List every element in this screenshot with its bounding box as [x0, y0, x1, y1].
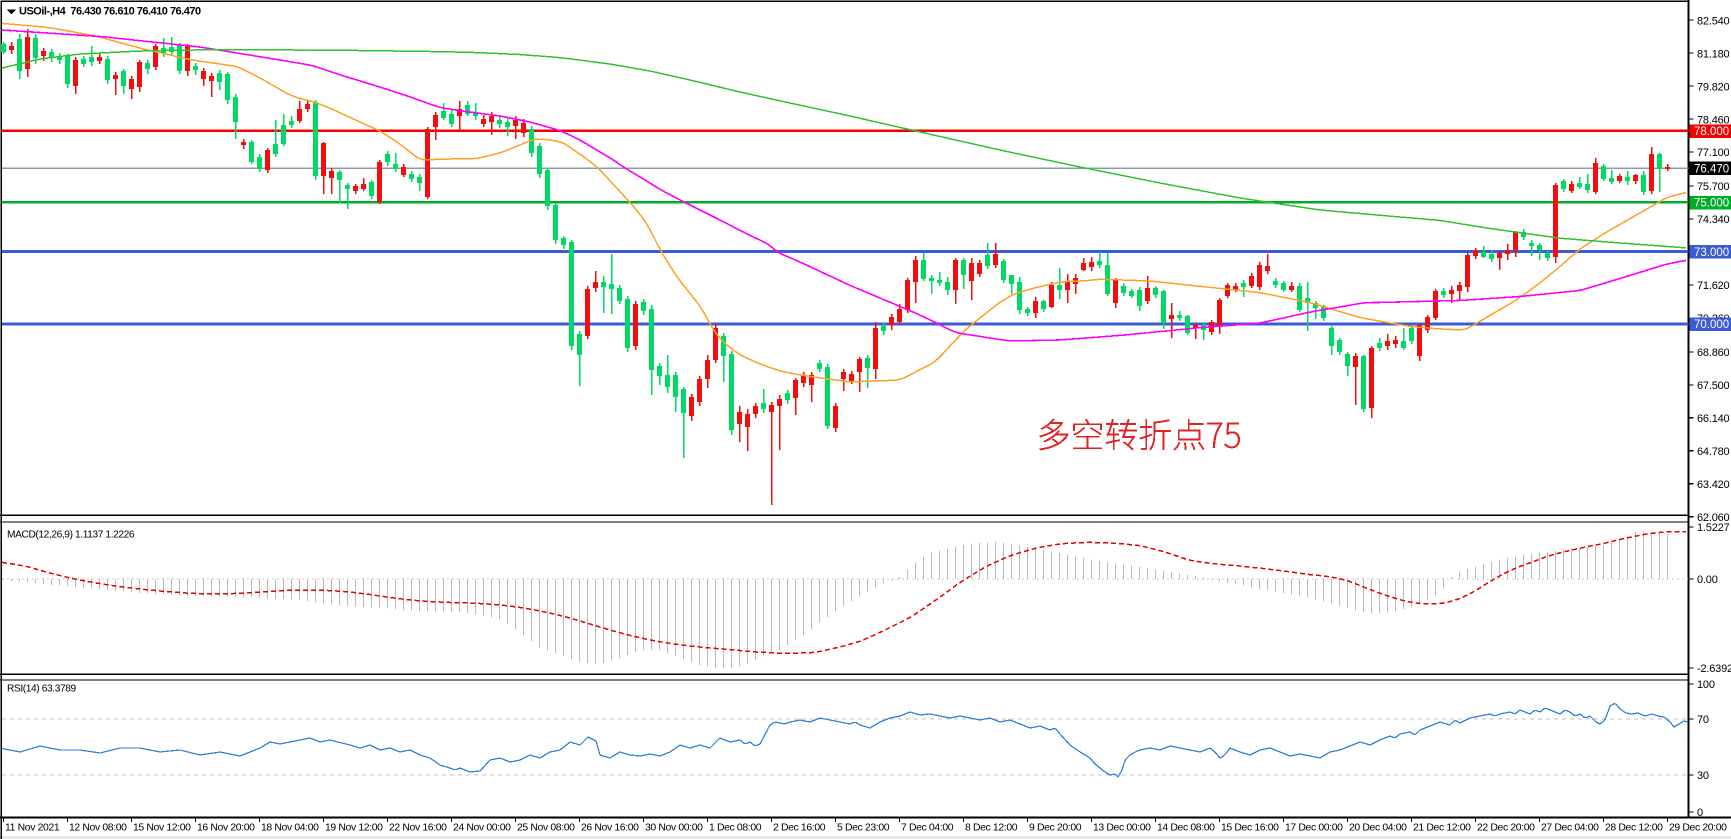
svg-text:71.620: 71.620	[1697, 280, 1730, 292]
svg-text:13 Dec 00:00: 13 Dec 00:00	[1093, 823, 1151, 834]
svg-text:75.700: 75.700	[1697, 181, 1730, 193]
svg-text:74.340: 74.340	[1697, 214, 1730, 226]
svg-text:MACD(12,26,9) 1.1137 1.2226: MACD(12,26,9) 1.1137 1.2226	[7, 530, 135, 541]
svg-text:11 Nov 2021: 11 Nov 2021	[5, 823, 60, 834]
svg-text:79.820: 79.820	[1697, 81, 1730, 93]
svg-text:78.460: 78.460	[1697, 114, 1730, 126]
svg-text:29 Dec 20:00: 29 Dec 20:00	[1669, 823, 1727, 834]
svg-text:17 Dec 00:00: 17 Dec 00:00	[1285, 823, 1343, 834]
svg-text:68.860: 68.860	[1697, 347, 1730, 359]
svg-text:12 Nov 08:00: 12 Nov 08:00	[69, 823, 127, 834]
svg-text:21 Dec 12:00: 21 Dec 12:00	[1413, 823, 1471, 834]
svg-text:8 Dec 12:00: 8 Dec 12:00	[965, 823, 1018, 834]
svg-text:9 Dec 20:00: 9 Dec 20:00	[1029, 823, 1082, 834]
svg-text:19 Nov 12:00: 19 Nov 12:00	[325, 823, 383, 834]
svg-text:30: 30	[1697, 770, 1709, 782]
svg-text:63.420: 63.420	[1697, 479, 1730, 491]
svg-text:22 Nov 16:00: 22 Nov 16:00	[389, 823, 447, 834]
svg-text:77.100: 77.100	[1697, 147, 1730, 159]
svg-text:-2.6392: -2.6392	[1697, 663, 1731, 675]
svg-text:73.000: 73.000	[1694, 247, 1729, 259]
svg-text:20 Dec 04:00: 20 Dec 04:00	[1349, 823, 1407, 834]
svg-text:70.000: 70.000	[1694, 319, 1729, 331]
svg-text:67.500: 67.500	[1697, 380, 1730, 392]
svg-text:RSI(14) 63.3789: RSI(14) 63.3789	[7, 684, 76, 695]
svg-text:5 Dec 23:00: 5 Dec 23:00	[837, 823, 890, 834]
svg-text:27 Dec 04:00: 27 Dec 04:00	[1541, 823, 1599, 834]
svg-text:28 Dec 12:00: 28 Dec 12:00	[1605, 823, 1663, 834]
svg-text:76.470: 76.470	[1694, 164, 1729, 176]
svg-text:15 Nov 12:00: 15 Nov 12:00	[133, 823, 191, 834]
svg-text:100: 100	[1697, 679, 1715, 691]
svg-text:70: 70	[1697, 714, 1709, 726]
svg-text:64.780: 64.780	[1697, 446, 1730, 458]
svg-text:81.180: 81.180	[1697, 48, 1730, 60]
svg-text:1 Dec 08:00: 1 Dec 08:00	[709, 823, 762, 834]
svg-text:0: 0	[1697, 807, 1703, 819]
svg-text:7 Dec 04:00: 7 Dec 04:00	[901, 823, 954, 834]
svg-text:15 Dec 16:00: 15 Dec 16:00	[1221, 823, 1279, 834]
svg-text:14 Dec 08:00: 14 Dec 08:00	[1157, 823, 1215, 834]
svg-text:66.140: 66.140	[1697, 413, 1730, 425]
svg-text:24 Nov 00:00: 24 Nov 00:00	[453, 823, 511, 834]
svg-text:25 Nov 08:00: 25 Nov 08:00	[517, 823, 575, 834]
svg-text:22 Dec 20:00: 22 Dec 20:00	[1477, 823, 1535, 834]
svg-text:26 Nov 16:00: 26 Nov 16:00	[581, 823, 639, 834]
svg-text:18 Nov 04:00: 18 Nov 04:00	[261, 823, 319, 834]
svg-text:78.000: 78.000	[1694, 126, 1729, 138]
svg-text:75.000: 75.000	[1694, 198, 1729, 210]
svg-text:30 Nov 00:00: 30 Nov 00:00	[645, 823, 703, 834]
svg-text:0.00: 0.00	[1697, 574, 1718, 586]
svg-text:USOil-,H4 76.430 76.610 76.41: USOil-,H4 76.430 76.610 76.410 76.470	[19, 6, 201, 18]
svg-text:82.540: 82.540	[1697, 15, 1730, 27]
svg-text:16 Nov 20:00: 16 Nov 20:00	[197, 823, 255, 834]
svg-text:2 Dec 16:00: 2 Dec 16:00	[773, 823, 826, 834]
svg-text:1.5227: 1.5227	[1697, 522, 1730, 534]
svg-text:62.060: 62.060	[1697, 512, 1730, 524]
